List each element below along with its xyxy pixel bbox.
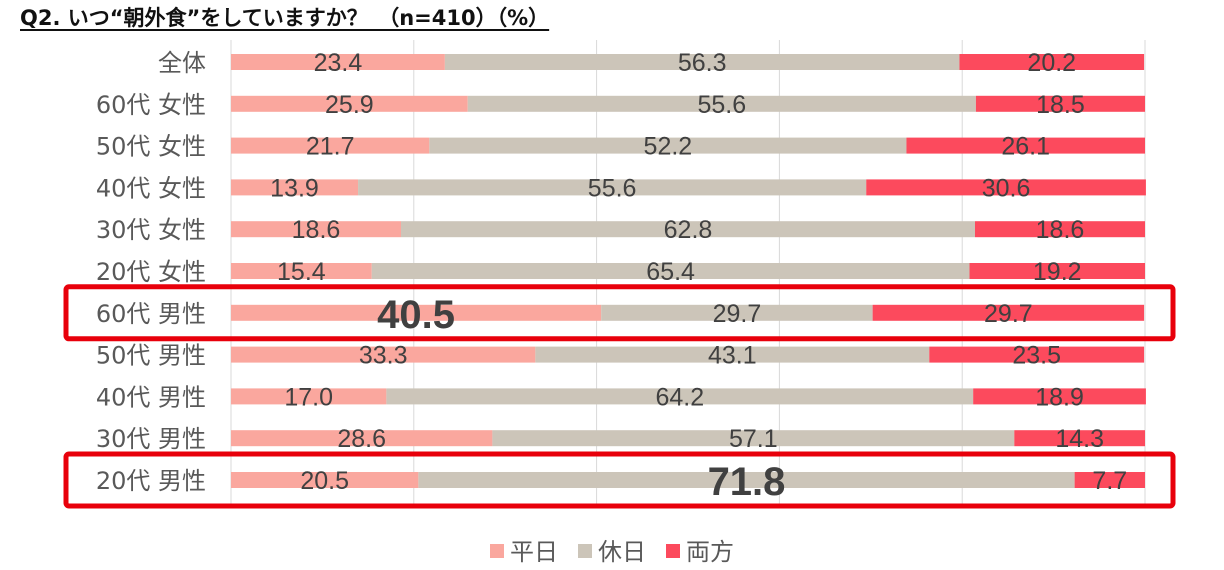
category-label: 40代 男性 [96, 383, 206, 411]
data-label: 21.7 [306, 133, 355, 161]
highlight-box [63, 451, 1176, 509]
legend-item: 両方 [666, 532, 734, 567]
stacked-bar-chart: 全体 23.4 56.3 20.2 60代 女性 25.9 55.6 18.5 50代 女性 21… [63, 40, 1176, 509]
category-label: 30代 女性 [96, 216, 206, 244]
highlight-box [63, 284, 1176, 342]
data-label: 15.4 [277, 258, 326, 286]
bar-segment [906, 137, 1145, 154]
bar-segment [371, 263, 970, 279]
bar-segment [492, 430, 1015, 447]
category-label: 60代 男性 [96, 300, 206, 328]
bar-segment [231, 472, 419, 488]
bar-segment [975, 95, 1145, 112]
bar-segment [1014, 430, 1145, 447]
data-label: 28.6 [337, 425, 386, 453]
data-label: 14.3 [1055, 425, 1104, 453]
bar-segment [467, 95, 976, 112]
category-label: 全体 [158, 49, 206, 77]
legend-label: 休日 [598, 538, 646, 566]
data-label: 55.6 [697, 91, 746, 119]
legend-item: 休日 [578, 532, 646, 567]
bar-segment [535, 346, 930, 363]
data-label: 52.2 [644, 133, 693, 161]
legend-swatch [490, 544, 504, 558]
data-label: 18.6 [292, 216, 341, 244]
data-label: 56.3 [678, 49, 727, 77]
data-label: 29.7 [984, 300, 1033, 328]
category-label: 50代 女性 [96, 133, 206, 161]
data-label: 17.0 [284, 383, 333, 411]
bar-segment [231, 221, 402, 238]
data-label: 29.7 [713, 300, 762, 328]
data-label: 33.3 [359, 342, 408, 370]
bar-segment [231, 346, 536, 363]
legend-label: 両方 [686, 538, 734, 566]
data-label: 20.2 [1027, 49, 1076, 77]
bar-segment [429, 137, 907, 154]
bar-segment [418, 472, 1075, 488]
bar-segment [1074, 472, 1145, 488]
data-label: 18.5 [1036, 91, 1085, 119]
bar-segment [959, 54, 1145, 70]
legend-label: 平日 [510, 538, 558, 566]
bar-segment [969, 263, 1145, 279]
bar-segment [231, 430, 493, 447]
data-label: 7.7 [1092, 467, 1127, 495]
data-label: 13.9 [270, 174, 319, 202]
data-label: 55.6 [588, 174, 637, 202]
legend-swatch [578, 544, 592, 558]
data-label: 19.2 [1033, 258, 1082, 286]
bar-segment [358, 179, 867, 196]
data-label: 40.5 [377, 293, 455, 337]
bar-segment [231, 137, 430, 154]
bar-segment [231, 179, 359, 196]
bar-segment [386, 388, 974, 405]
legend-item: 平日 [490, 532, 558, 567]
data-label: 18.9 [1035, 383, 1084, 411]
bar-segment [231, 54, 445, 70]
bar-segment [973, 388, 1146, 405]
bar-segment [974, 221, 1145, 238]
data-label: 26.1 [1001, 133, 1050, 161]
data-label: 64.2 [655, 383, 704, 411]
data-label: 43.1 [708, 342, 757, 370]
data-label: 23.4 [314, 49, 363, 77]
bar-segment [231, 95, 468, 112]
data-label: 57.1 [729, 425, 778, 453]
category-label: 30代 男性 [96, 425, 206, 453]
category-label: 40代 女性 [96, 174, 206, 202]
data-label: 30.6 [982, 174, 1031, 202]
bar-segment [444, 54, 960, 70]
legend: 平日 休日 両方 [0, 532, 1224, 567]
bar-segment [231, 263, 372, 279]
data-label: 23.5 [1012, 342, 1061, 370]
category-label: 20代 男性 [96, 467, 206, 495]
bar-segment [401, 221, 975, 238]
bar-segment [929, 346, 1145, 363]
bar-segment [231, 388, 387, 405]
bar-segment [866, 179, 1146, 196]
chart-title: Q2. いつ“朝外食”をしていますか？ （n=410）（%） [20, 6, 550, 30]
bar-segment [601, 304, 873, 321]
legend-swatch [666, 544, 680, 558]
category-label: 50代 男性 [96, 342, 206, 370]
category-label: 60代 女性 [96, 91, 206, 119]
data-label: 25.9 [325, 91, 374, 119]
data-label: 65.4 [646, 258, 695, 286]
data-label: 20.5 [300, 467, 349, 495]
bar-segment [872, 304, 1145, 321]
data-label: 18.6 [1036, 216, 1085, 244]
category-label: 20代 女性 [96, 258, 206, 286]
bar-segment [231, 304, 602, 321]
data-label: 71.8 [708, 460, 786, 504]
data-label: 62.8 [664, 216, 713, 244]
